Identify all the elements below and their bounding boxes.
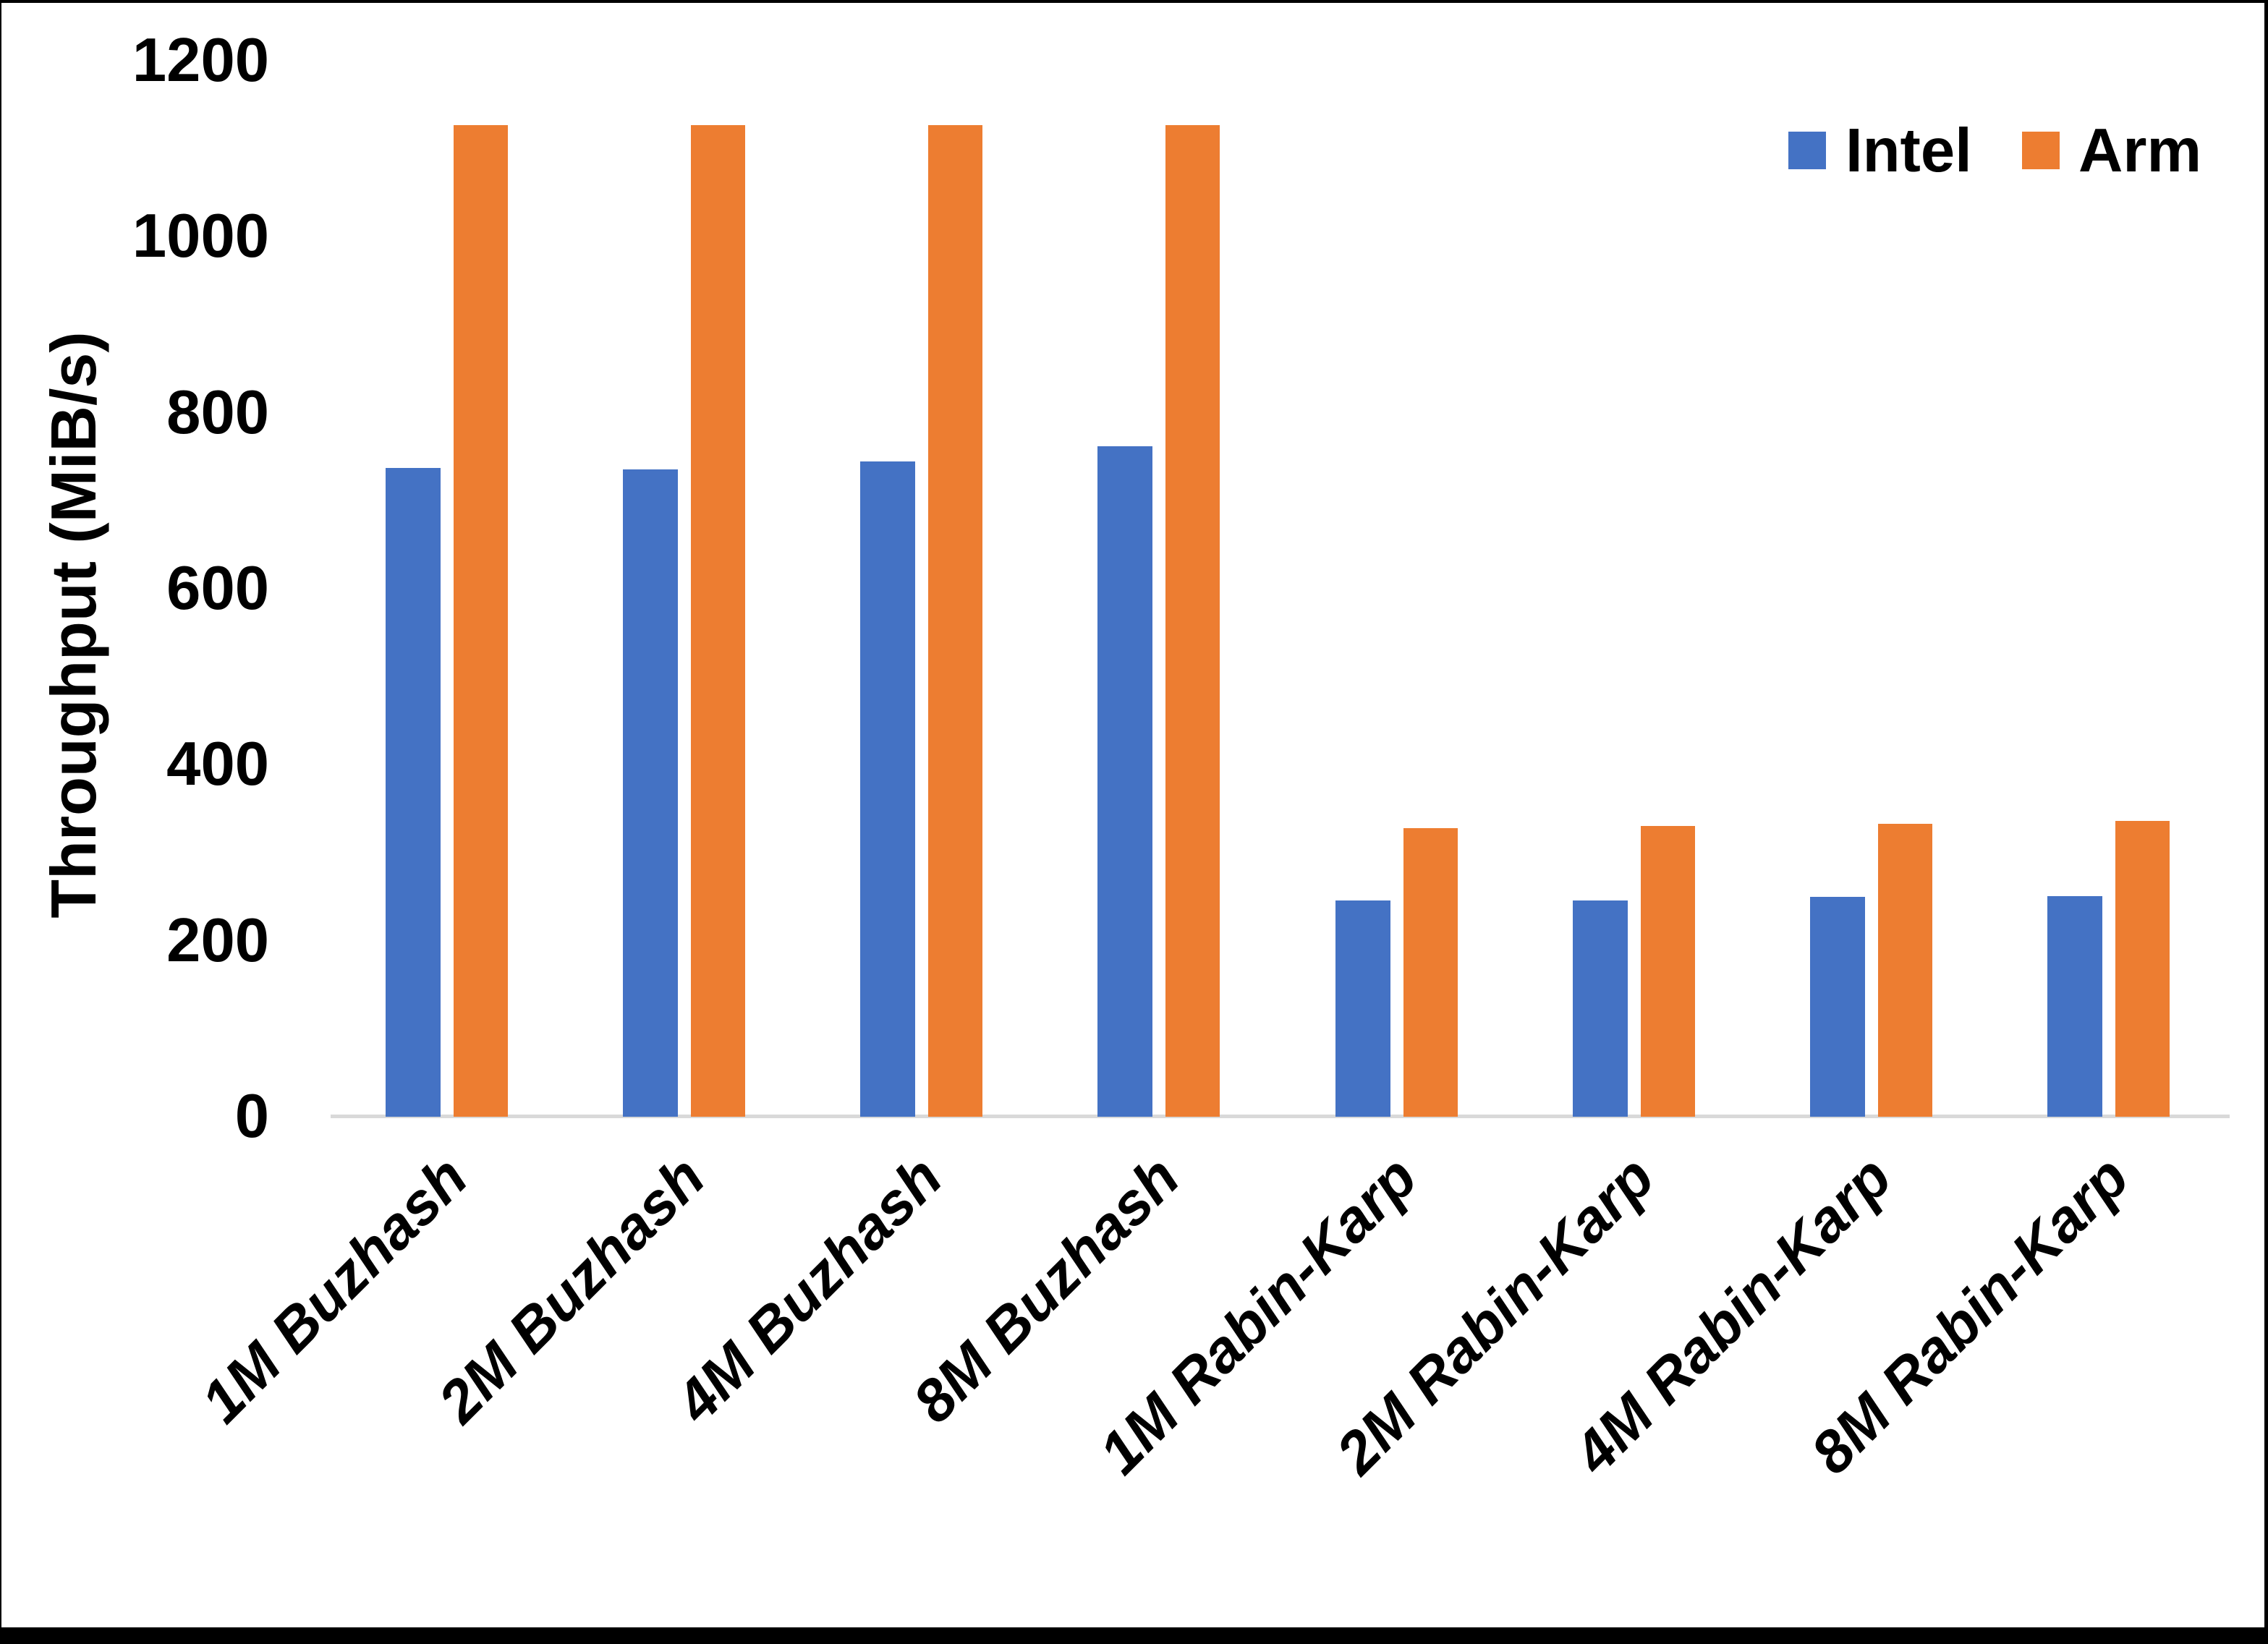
bar-arm-2m-buzhash: [691, 125, 745, 1117]
y-tick-label-200: 200: [166, 906, 269, 975]
legend-label-intel: Intel: [1846, 116, 1972, 185]
legend-label-arm: Arm: [2078, 116, 2202, 185]
y-tick-label-800: 800: [166, 378, 269, 447]
bar-intel-2m-buzhash: [623, 469, 678, 1117]
legend-swatch-icon-intel: [1788, 132, 1826, 169]
y-tick-label-400: 400: [166, 730, 269, 799]
y-tick-label-600: 600: [166, 554, 269, 623]
y-tick-label-1000: 1000: [132, 202, 269, 271]
y-tick-label-1200: 1200: [132, 26, 269, 95]
bar-intel-8m-rabin-karp: [2047, 896, 2102, 1117]
bar-intel-8m-buzhash: [1097, 446, 1152, 1117]
bar-arm-1m-rabin-karp: [1403, 828, 1458, 1117]
plot-area: [331, 61, 2230, 1118]
bar-arm-8m-rabin-karp: [2115, 821, 2170, 1117]
y-tick-label-0: 0: [234, 1082, 269, 1151]
bar-intel-2m-rabin-karp: [1573, 900, 1628, 1117]
bar-arm-8m-buzhash: [1165, 125, 1220, 1117]
bar-arm-4m-buzhash: [928, 125, 982, 1117]
bar-arm-4m-rabin-karp: [1878, 824, 1932, 1117]
bar-intel-4m-buzhash: [860, 461, 915, 1117]
bar-arm-2m-rabin-karp: [1641, 826, 1695, 1117]
legend-swatch-icon-arm: [2022, 132, 2060, 169]
bar-intel-4m-rabin-karp: [1810, 897, 1865, 1117]
bar-arm-1m-buzhash: [454, 125, 508, 1117]
bar-intel-1m-rabin-karp: [1335, 900, 1390, 1117]
bar-intel-1m-buzhash: [386, 468, 441, 1117]
x-axis-line: [331, 1115, 2230, 1118]
